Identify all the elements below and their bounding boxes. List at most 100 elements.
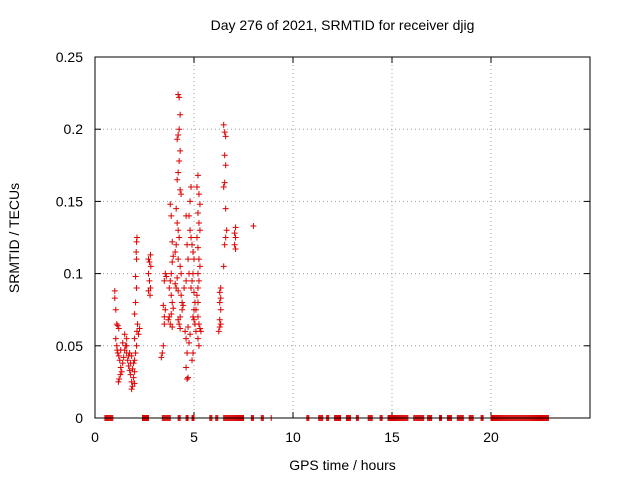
data-point — [222, 234, 229, 241]
data-point — [145, 256, 152, 263]
data-point — [174, 176, 181, 183]
data-point — [159, 350, 166, 357]
data-point — [231, 230, 238, 237]
data-point — [145, 270, 152, 277]
x-tick-label: 10 — [285, 429, 301, 445]
data-point — [133, 342, 140, 349]
data-point — [175, 256, 182, 263]
data-point — [147, 292, 154, 299]
x-tick-label: 5 — [190, 429, 198, 445]
data-point — [114, 350, 121, 357]
data-point — [216, 324, 223, 331]
data-point — [168, 292, 175, 299]
data-point — [133, 256, 140, 263]
data-point — [175, 169, 182, 176]
data-point — [185, 374, 192, 381]
data-point — [173, 205, 180, 212]
data-point — [169, 324, 176, 331]
data-point — [131, 380, 138, 387]
data-point — [192, 306, 199, 313]
data-point — [128, 386, 135, 393]
data-point — [134, 321, 141, 328]
data-point — [160, 342, 167, 349]
data-point — [133, 248, 140, 255]
data-point — [128, 352, 135, 359]
data-point — [188, 234, 195, 241]
y-tick-label: 0 — [75, 410, 83, 426]
data-point — [197, 328, 204, 335]
data-point — [172, 248, 179, 255]
tick-labels: 0 0.05 0.1 0.15 0.2 0.25 0 5 10 15 20 — [56, 49, 499, 445]
data-point — [175, 227, 182, 234]
data-point — [193, 292, 200, 299]
data-point — [194, 285, 201, 292]
data-point — [170, 305, 177, 312]
data-point — [177, 186, 184, 193]
grid-lines — [95, 57, 590, 418]
data-point — [191, 289, 197, 296]
data-point — [176, 94, 183, 101]
data-point — [181, 285, 188, 292]
data-point — [133, 234, 140, 241]
data-point — [182, 328, 189, 335]
data-point — [179, 299, 186, 306]
data-point — [135, 331, 142, 338]
data-point — [232, 224, 239, 231]
data-point — [175, 91, 182, 98]
data-point — [250, 222, 257, 229]
data-point — [194, 172, 201, 179]
data-point — [195, 256, 202, 263]
data-point — [160, 302, 167, 309]
data-point — [191, 316, 197, 323]
data-point — [186, 270, 193, 277]
plot-frame — [94, 56, 591, 419]
data-point — [189, 357, 196, 364]
data-point — [215, 328, 222, 335]
data-point — [187, 331, 194, 338]
data-point — [172, 280, 179, 287]
data-point — [131, 357, 138, 364]
data-point — [187, 198, 194, 205]
data-point — [216, 289, 223, 296]
data-point — [195, 321, 202, 328]
data-point — [188, 183, 195, 190]
axis-ticks — [94, 56, 590, 419]
data-point — [178, 292, 185, 299]
data-point — [195, 277, 202, 284]
data-point — [221, 129, 228, 136]
data-point — [114, 322, 121, 329]
data-point — [195, 191, 202, 198]
data-point — [165, 316, 172, 323]
y-tick-label: 0.25 — [56, 49, 83, 65]
data-point — [194, 335, 201, 342]
data-point — [168, 270, 175, 277]
data-point — [115, 325, 122, 332]
data-point — [115, 378, 122, 385]
data-point — [194, 299, 201, 306]
data-point — [162, 306, 169, 313]
x-tick-label: 20 — [483, 429, 499, 445]
data-point — [166, 313, 173, 320]
data-point — [231, 241, 238, 248]
data-point — [183, 277, 190, 284]
data-point — [130, 374, 137, 381]
data-point — [117, 364, 124, 371]
y-tick-label: 0.1 — [64, 266, 84, 282]
data-point — [111, 295, 118, 302]
data-point — [129, 365, 136, 372]
data-point — [221, 241, 228, 248]
data-point — [216, 299, 223, 306]
x-tick-label: 15 — [384, 429, 400, 445]
data-point — [146, 259, 153, 266]
data-point — [185, 256, 192, 263]
data-point — [147, 263, 154, 270]
data-point — [169, 259, 176, 266]
data-point — [184, 376, 191, 383]
data-point — [112, 335, 119, 342]
data-point — [175, 131, 182, 138]
data-point — [111, 287, 118, 294]
data-point — [128, 378, 135, 385]
data-point — [131, 311, 138, 318]
data-point — [217, 306, 224, 313]
data-point — [177, 263, 184, 270]
